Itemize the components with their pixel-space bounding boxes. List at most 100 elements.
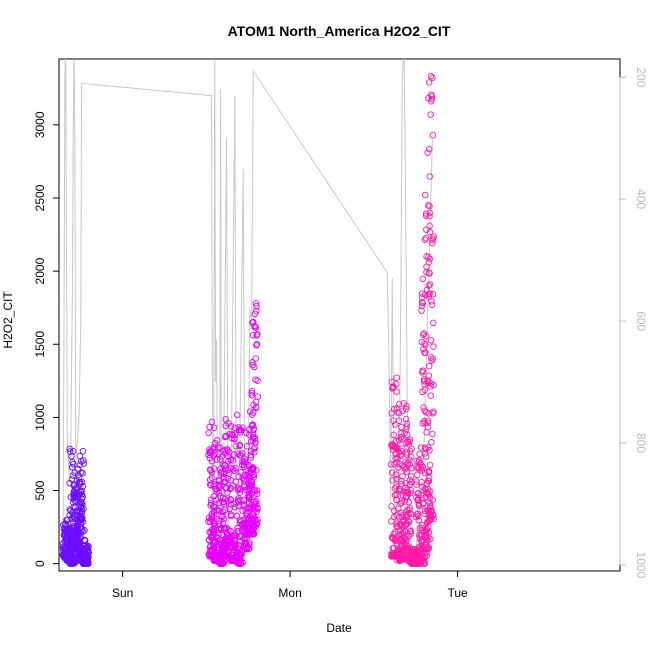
data-point: [210, 493, 217, 500]
data-point: [66, 448, 74, 455]
data-point: [251, 487, 259, 494]
data-point: [425, 498, 432, 505]
data-point: [419, 463, 426, 471]
data-point: [418, 298, 426, 306]
data-point: [227, 557, 235, 565]
data-point: [425, 444, 432, 451]
data-point: [227, 540, 235, 547]
data-point: [421, 236, 429, 243]
data-point: [397, 452, 405, 460]
data-point: [253, 500, 260, 508]
data-point: [246, 494, 253, 502]
data-point: [219, 512, 226, 519]
data-point: [422, 341, 429, 349]
data-point: [428, 301, 436, 308]
data-point: [219, 519, 227, 526]
data-point: [424, 149, 431, 156]
data-point: [428, 93, 436, 100]
data-point: [216, 507, 223, 515]
data-point: [80, 457, 87, 464]
data-point: [419, 275, 427, 283]
data-point: [249, 421, 256, 428]
data-point: [426, 173, 434, 180]
data-point: [407, 473, 415, 480]
data-point: [215, 484, 223, 492]
data-point: [423, 226, 430, 233]
data-point: [252, 300, 260, 307]
data-point: [205, 429, 212, 437]
data-point: [406, 504, 413, 512]
data-point: [249, 361, 256, 369]
data-point: [421, 510, 429, 517]
data-point: [239, 450, 246, 457]
data-point: [418, 307, 425, 314]
data-point: [248, 391, 256, 399]
data-point: [71, 469, 78, 476]
data-point: [388, 503, 395, 510]
data-point: [250, 471, 257, 479]
data-point: [425, 291, 432, 298]
data-point: [238, 555, 245, 563]
data-point: [425, 94, 432, 102]
data-point: [391, 421, 399, 428]
y2-tick-label: 200: [634, 67, 648, 87]
data-point: [239, 424, 246, 431]
data-point: [76, 461, 84, 469]
data-point: [425, 507, 432, 514]
data-point: [246, 426, 253, 434]
data-point: [427, 72, 435, 80]
y-tick-label: 500: [33, 480, 47, 500]
data-point: [219, 508, 227, 516]
data-point: [392, 471, 400, 478]
data-point: [79, 447, 87, 455]
data-point: [397, 433, 405, 441]
data-point: [221, 461, 228, 469]
data-point: [419, 290, 426, 297]
data-point: [387, 461, 395, 468]
data-point: [421, 419, 429, 427]
data-point: [211, 523, 218, 530]
data-point: [233, 411, 241, 419]
data-point: [236, 551, 244, 558]
data-point: [430, 343, 437, 350]
data-point: [399, 407, 407, 414]
data-point: [430, 408, 437, 415]
data-point: [407, 527, 415, 535]
data-point: [247, 454, 255, 461]
data-point: [206, 423, 213, 431]
data-point: [404, 461, 411, 468]
data-point: [427, 337, 435, 344]
data-point: [427, 111, 434, 118]
data-point: [405, 518, 413, 526]
y-tick-label: 0: [33, 560, 47, 567]
data-point: [227, 484, 234, 492]
y2-tick-label: 600: [634, 311, 648, 331]
data-point: [69, 463, 76, 471]
data-point: [393, 491, 400, 498]
data-point: [81, 527, 88, 534]
data-point: [425, 282, 433, 289]
data-point: [220, 515, 228, 523]
data-point: [418, 369, 426, 376]
data-point: [427, 354, 435, 361]
data-point: [227, 511, 235, 519]
data-point: [429, 239, 436, 247]
data-point: [428, 509, 435, 516]
data-point: [406, 447, 414, 455]
data-point: [253, 487, 261, 494]
data-point: [413, 478, 420, 485]
data-point: [422, 349, 429, 357]
pressure-line-layer: [61, 59, 433, 565]
data-point: [426, 290, 433, 297]
data-point: [402, 479, 409, 487]
data-point: [399, 511, 406, 519]
data-point: [207, 548, 215, 556]
data-point: [246, 545, 253, 552]
data-point: [253, 307, 260, 315]
data-point: [227, 496, 234, 503]
data-point: [243, 443, 251, 450]
data-point: [397, 430, 405, 437]
data-point: [403, 449, 410, 456]
data-point: [221, 478, 229, 486]
data-point: [405, 498, 413, 506]
